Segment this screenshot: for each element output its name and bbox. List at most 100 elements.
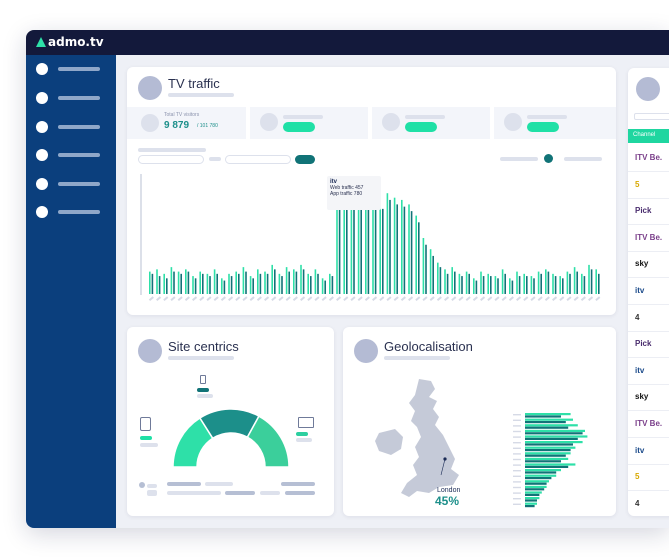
stat-total-visitors: Total TV visitors 9 879 / 101 780 [127,107,246,139]
traffic-bar [170,267,173,294]
sidebar-item-3[interactable] [36,121,106,133]
region-bar [525,424,578,427]
traffic-bar [213,269,216,294]
channel-item[interactable]: 4 [635,498,640,508]
city-label: London [437,487,461,494]
region-bar [525,485,547,488]
desktop-icon [298,417,314,428]
apply-button[interactable] [295,155,315,164]
x-tick-label [192,296,198,302]
region-bar [525,488,545,491]
sidebar-item-2[interactable] [36,92,106,104]
channel-item[interactable]: 5 [635,472,640,482]
x-tick-label [357,296,363,302]
traffic-bar [511,280,514,294]
channel-item[interactable]: itv [635,445,645,455]
x-tick-label [494,296,500,302]
traffic-bar [386,193,389,294]
traffic-bar [302,269,305,294]
tv-traffic-card: TV traffic Total TV visitors 9 879 / 101… [127,67,616,315]
x-tick-label [177,296,183,302]
sidebar-item-6[interactable] [36,206,106,218]
toggle-knob[interactable] [544,154,553,163]
traffic-bar [266,273,269,294]
x-tick-label [537,296,543,302]
traffic-bar [425,244,427,294]
channel-item[interactable]: sky [635,392,649,402]
channel-divider [628,410,669,412]
brand-name[interactable]: admo.tv [48,35,104,49]
x-tick-label [285,296,291,302]
x-tick-label [156,296,162,302]
channel-item[interactable]: 4 [635,312,640,322]
traffic-bar [367,202,370,294]
x-tick-label [580,296,586,302]
traffic-bar [300,264,302,294]
region-label [513,475,521,477]
region-bar [525,491,542,494]
x-tick-label [343,296,349,302]
channel-search-input[interactable] [634,113,669,120]
geolocalisation-card: Geolocalisation London 45% [343,327,616,516]
traffic-bar [501,269,504,294]
traffic-bar [569,273,571,294]
channel-item[interactable]: ITV Be. [635,232,663,242]
traffic-bar [307,273,309,294]
region-bar [525,418,573,421]
traffic-bar [446,273,449,294]
traffic-bar [595,269,597,294]
region-bar [525,505,535,508]
region-bar [525,502,537,505]
channel-item[interactable]: sky [635,259,649,269]
x-tick-label [508,296,514,302]
channel-divider [628,383,669,385]
traffic-bar [403,206,406,294]
app-window: admo.tv TV traffic Total TV visitors 9 8… [26,30,669,528]
traffic-bar [317,273,319,294]
channel-item[interactable]: itv [635,286,645,295]
traffic-bar [180,273,182,294]
traffic-bar [504,273,506,294]
traffic-bar [454,271,456,294]
traffic-bar [374,206,377,294]
filter-input-2[interactable] [225,155,291,164]
geolocalisation-avatar [354,339,378,363]
traffic-bar [257,269,259,294]
x-tick-label [307,296,313,302]
traffic-bar [223,280,226,294]
traffic-bar [310,276,312,294]
channel-item[interactable]: 5 [635,179,640,189]
traffic-bar [329,273,331,294]
sidebar-item-5[interactable] [36,178,106,190]
x-tick-label [393,296,399,302]
channel-item[interactable]: Pick [635,339,652,349]
traffic-bar [324,280,326,294]
traffic-bar [573,267,576,294]
traffic-bar [429,249,432,294]
mobile-icon [200,375,206,384]
gauge-segment [246,415,290,468]
traffic-bar [252,278,254,294]
channel-divider [628,490,669,492]
sidebar-item-4[interactable] [36,149,106,161]
traffic-bar [451,267,453,294]
sidebar-item-1[interactable] [36,63,106,75]
traffic-bar [458,273,461,294]
channel-item[interactable]: ITV Be. [635,419,663,428]
x-tick-label [523,296,529,302]
region-bar [525,426,569,429]
x-tick-label [458,296,464,302]
region-label [513,464,521,466]
channel-item[interactable]: itv [635,365,645,375]
traffic-bar [583,276,586,294]
channel-item[interactable]: Pick [635,206,652,216]
filter-input-1[interactable] [138,155,204,164]
traffic-bar [518,276,521,294]
traffic-bar [494,276,497,294]
stat-box-3 [372,107,490,139]
traffic-bar [432,255,434,294]
traffic-bar [559,276,561,294]
channel-divider [628,171,669,172]
channel-item[interactable]: ITV Be. [635,153,663,162]
x-tick-label [372,296,378,302]
